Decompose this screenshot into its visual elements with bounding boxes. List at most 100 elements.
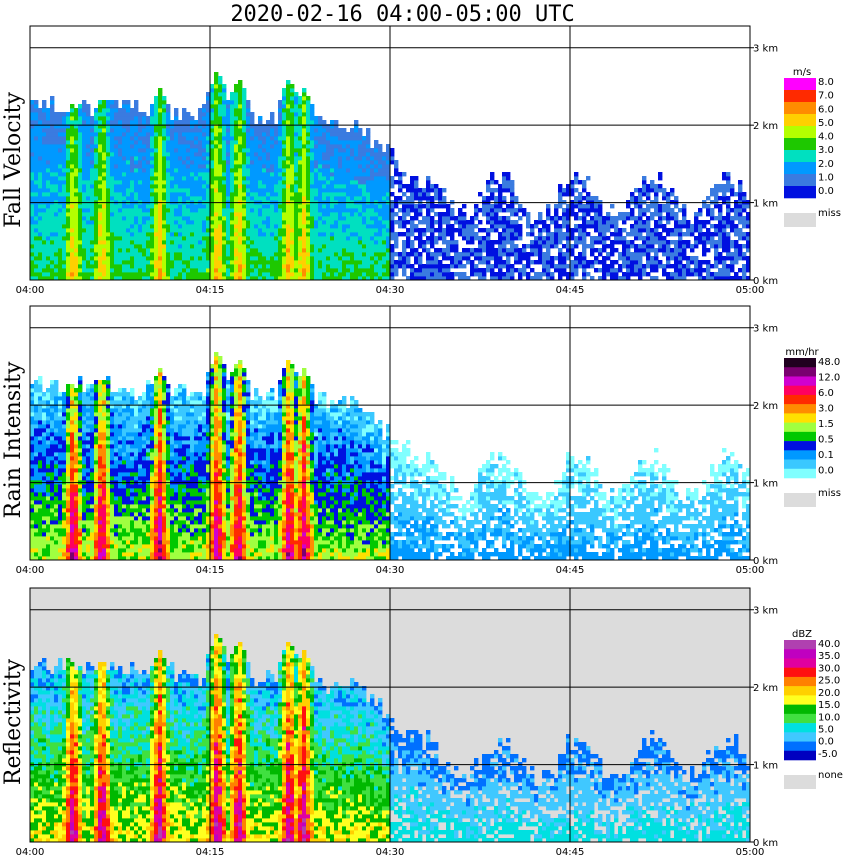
heatmap-cell xyxy=(58,152,63,157)
heatmap-cell xyxy=(286,224,291,229)
heatmap-cell xyxy=(266,220,271,225)
heatmap-cell xyxy=(98,164,103,169)
heatmap-cell xyxy=(386,272,391,277)
heatmap-cell xyxy=(282,272,287,277)
heatmap-cell xyxy=(34,220,39,225)
heatmap-cell xyxy=(94,276,99,281)
heatmap-cell xyxy=(566,232,571,237)
heatmap-cell xyxy=(630,212,635,217)
heatmap-cell xyxy=(406,212,411,217)
heatmap-cell xyxy=(358,156,363,161)
heatmap-cell xyxy=(338,188,343,193)
heatmap-cell xyxy=(338,160,343,165)
heatmap-cell xyxy=(406,208,411,213)
heatmap-cell xyxy=(398,256,403,261)
heatmap-cell xyxy=(386,256,391,261)
heatmap-cell xyxy=(226,156,231,161)
heatmap-cell xyxy=(274,124,279,129)
heatmap-cell xyxy=(346,180,351,185)
heatmap-cell xyxy=(170,136,175,141)
heatmap-cell xyxy=(342,196,347,201)
heatmap-cell xyxy=(270,152,275,157)
heatmap-cell xyxy=(234,272,239,277)
heatmap-cell xyxy=(234,172,239,177)
heatmap-cell xyxy=(186,272,191,277)
heatmap-cell xyxy=(218,128,223,133)
heatmap-cell xyxy=(130,108,135,113)
heatmap-cell xyxy=(94,236,99,241)
heatmap-cell xyxy=(490,188,495,193)
heatmap-cell xyxy=(214,140,219,145)
heatmap-cell xyxy=(498,272,503,277)
heatmap-cell xyxy=(382,244,387,249)
heatmap-cell xyxy=(106,132,111,137)
heatmap-cell xyxy=(226,272,231,277)
heatmap-cell xyxy=(326,236,331,241)
heatmap-cell xyxy=(118,144,123,149)
heatmap-cell xyxy=(598,212,603,217)
heatmap-cell xyxy=(638,228,643,233)
heatmap-cell xyxy=(586,208,591,213)
heatmap-cell xyxy=(426,212,431,217)
heatmap-cell xyxy=(134,192,139,197)
heatmap-cell xyxy=(274,180,279,185)
heatmap-cell xyxy=(490,172,495,177)
heatmap-cell xyxy=(46,124,51,129)
heatmap-cell xyxy=(374,148,379,153)
heatmap-cell xyxy=(410,240,415,245)
heatmap-cell xyxy=(278,152,283,157)
heatmap-cell xyxy=(174,244,179,249)
heatmap-cell xyxy=(490,256,495,261)
heatmap-cell xyxy=(454,228,459,233)
heatmap-cell xyxy=(278,172,283,177)
heatmap-cell xyxy=(234,252,239,257)
heatmap-cell xyxy=(102,236,107,241)
heatmap-cell xyxy=(342,276,347,281)
heatmap-cell xyxy=(290,128,295,133)
heatmap-cell xyxy=(394,236,399,241)
heatmap-cell xyxy=(130,188,135,193)
heatmap-cell xyxy=(194,260,199,265)
heatmap-cell xyxy=(134,244,139,249)
heatmap-cell xyxy=(134,232,139,237)
heatmap-cell xyxy=(30,176,35,181)
heatmap-cell xyxy=(314,160,319,165)
heatmap-cell xyxy=(530,244,535,249)
heatmap-cell xyxy=(270,176,275,181)
heatmap-cell xyxy=(210,116,215,121)
heatmap-cell xyxy=(170,212,175,217)
heatmap-cell xyxy=(170,152,175,157)
heatmap-cell xyxy=(262,184,267,189)
heatmap-cell xyxy=(230,120,235,125)
heatmap-cell xyxy=(142,128,147,133)
heatmap-cell xyxy=(158,240,163,245)
heatmap-cell xyxy=(422,240,427,245)
heatmap-cell xyxy=(334,140,339,145)
heatmap-cell xyxy=(350,272,355,277)
heatmap-cell xyxy=(462,216,467,221)
heatmap-cell xyxy=(166,160,171,165)
heatmap-cell xyxy=(198,168,203,173)
heatmap-cell xyxy=(130,124,135,129)
heatmap-cell xyxy=(146,252,151,257)
heatmap-cell xyxy=(82,104,87,109)
heatmap-cell xyxy=(238,264,243,269)
heatmap-cell xyxy=(230,140,235,145)
heatmap-cell xyxy=(90,176,95,181)
heatmap-cell xyxy=(370,172,375,177)
heatmap-cell xyxy=(42,168,47,173)
heatmap-cell xyxy=(234,168,239,173)
heatmap-cell xyxy=(650,240,655,245)
heatmap-cell xyxy=(66,240,71,245)
heatmap-cell xyxy=(266,272,271,277)
heatmap-cell xyxy=(234,184,239,189)
heatmap-cell xyxy=(82,112,87,117)
heatmap-cell xyxy=(234,264,239,269)
heatmap-cell xyxy=(186,112,191,117)
heatmap-cell xyxy=(106,204,111,209)
heatmap-cell xyxy=(82,188,87,193)
heatmap-cell xyxy=(58,224,63,229)
heatmap-cell xyxy=(194,172,199,177)
heatmap-cell xyxy=(278,132,283,137)
heatmap-cell xyxy=(62,260,67,265)
